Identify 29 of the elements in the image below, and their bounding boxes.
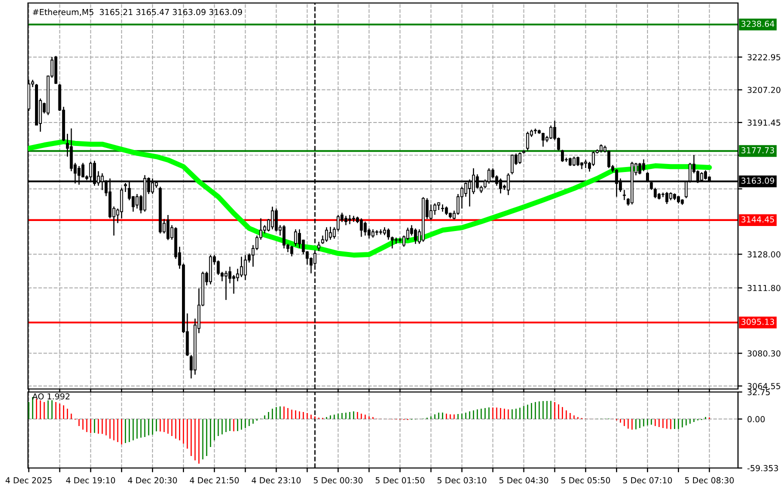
x-tick-label: 5 Dec 07:10 bbox=[623, 477, 672, 484]
text: #Ethereum,M5 3165.21 3165.47 3163.09 3163.09 bbox=[32, 8, 242, 16]
x-tick-label: 5 Dec 00:30 bbox=[314, 477, 363, 484]
chart-title: AO 1.992 bbox=[32, 393, 70, 400]
x-tick-label: 5 Dec 05:50 bbox=[561, 477, 610, 484]
x-tick-label: 5 Dec 01:50 bbox=[376, 477, 424, 484]
y-tick-label: 3111.80 bbox=[748, 284, 780, 292]
x-tick-label: 4 Dec 23:10 bbox=[252, 477, 301, 484]
x-tick-label: 4 Dec 2025 bbox=[6, 477, 52, 484]
y-tick-label: 3064.55 bbox=[748, 383, 780, 390]
y-tick-label: 3128.00 bbox=[748, 251, 780, 258]
ref-line-label: 3095.13 bbox=[741, 318, 774, 325]
x-tick-label: 5 Dec 08:30 bbox=[685, 477, 734, 484]
x-tick-label: 5 Dec 04:30 bbox=[499, 477, 548, 484]
ref-line-label: 3144.45 bbox=[741, 216, 774, 222]
y-tick-label: 3080.30 bbox=[748, 350, 780, 357]
x-tick-label: 4 Dec 20:30 bbox=[128, 477, 177, 484]
y-tick-label: 3207.20 bbox=[748, 86, 780, 94]
x-tick-label: 4 Dec 19:10 bbox=[66, 477, 116, 484]
x-tick-label: 4 Dec 21:50 bbox=[190, 477, 239, 484]
y-tick-label: 3191.45 bbox=[748, 120, 780, 126]
y-tick-label: 0.00 bbox=[748, 416, 765, 422]
ref-line-label: 3163.09 bbox=[741, 178, 774, 184]
y-tick-label: -59.353 bbox=[747, 465, 778, 472]
x-tick-label: 5 Dec 03:10 bbox=[438, 477, 486, 484]
y-tick-label: 32.75 bbox=[748, 389, 770, 396]
ref-line-label: 3177.73 bbox=[741, 147, 774, 154]
ref-line-label: 3238.64 bbox=[741, 20, 774, 27]
y-tick-label: 3222.95 bbox=[748, 54, 780, 60]
